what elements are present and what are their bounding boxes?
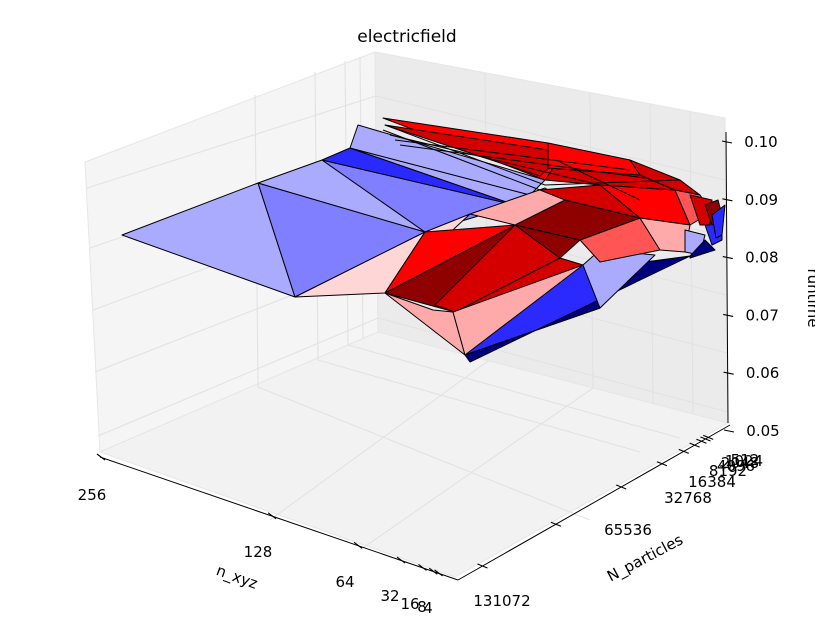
y-tick-label: 1024	[725, 452, 763, 470]
z-tick-labels: 0.05 0.06 0.07 0.08 0.09 0.10	[744, 133, 779, 440]
surface-mesh	[121, 117, 726, 363]
y-tick-label: 131072	[473, 592, 530, 610]
y-tick-label: 8192	[709, 462, 747, 480]
x-tick	[434, 569, 443, 577]
x-tick-label: 64	[335, 573, 354, 591]
y-tick-label: 2048	[721, 454, 759, 472]
surface-edge	[384, 124, 546, 186]
y-tick	[656, 461, 668, 467]
surface-facet	[464, 255, 691, 363]
surface-facet	[689, 239, 716, 259]
grid-floor	[257, 344, 681, 551]
x-tick	[418, 564, 427, 571]
y-tick	[696, 438, 707, 444]
tick-marks	[96, 140, 735, 577]
y-tick-label: 32768	[664, 489, 712, 507]
z-tick-label: 0.05	[746, 422, 779, 440]
surface-edge	[544, 179, 681, 186]
y-tick-label: 16384	[688, 473, 736, 491]
y-tick-label: 512	[731, 451, 760, 469]
x-tick-label: 256	[78, 486, 107, 504]
surface-edge	[559, 161, 641, 201]
y-tick	[550, 521, 562, 527]
title-group: electricfield	[357, 27, 456, 47]
x-tick	[96, 453, 106, 461]
surface-facet	[711, 204, 726, 239]
z-tick	[721, 140, 733, 144]
chart-title: electricfield	[357, 27, 456, 47]
z-axis-label: runtime	[804, 268, 815, 327]
z-tick-label: 0.06	[746, 364, 779, 382]
z-tick	[723, 371, 734, 375]
y-axis-line	[457, 424, 731, 581]
x-tick-label: 8	[417, 598, 427, 615]
axes	[99, 131, 731, 581]
x-tick	[396, 556, 406, 564]
x-tick	[267, 512, 277, 520]
x-axis-line	[99, 456, 459, 581]
z-tick	[723, 429, 735, 433]
x-tick-label: 32	[380, 587, 399, 605]
x-tick-label: 128	[244, 543, 273, 561]
x-axis-label: n_xyz	[214, 561, 261, 593]
z-tick-label: 0.09	[745, 191, 778, 209]
z-tick	[723, 313, 734, 317]
surface-edge	[394, 139, 631, 171]
z-tick-label: 0.10	[744, 133, 777, 151]
surface-edge	[399, 144, 646, 179]
y-tick	[615, 484, 627, 490]
y-tick-label: 4096	[717, 457, 755, 475]
z-tick	[722, 256, 733, 260]
y-tick	[700, 436, 711, 442]
x-tick-label: 16	[400, 595, 419, 613]
z-tick-label: 0.07	[745, 306, 778, 324]
x-tick	[428, 567, 438, 575]
z-tick-label: 0.08	[745, 249, 778, 267]
z-tick	[722, 198, 733, 202]
x-tick-label: 4	[423, 599, 433, 615]
surface-facet	[689, 194, 713, 226]
y-tick	[689, 442, 700, 448]
x-tick	[353, 541, 363, 549]
z-axis-line	[725, 131, 729, 424]
y-tick	[703, 434, 714, 440]
y-tick	[678, 448, 689, 454]
y-tick	[477, 563, 488, 569]
y-tick-label: 65536	[604, 521, 652, 539]
